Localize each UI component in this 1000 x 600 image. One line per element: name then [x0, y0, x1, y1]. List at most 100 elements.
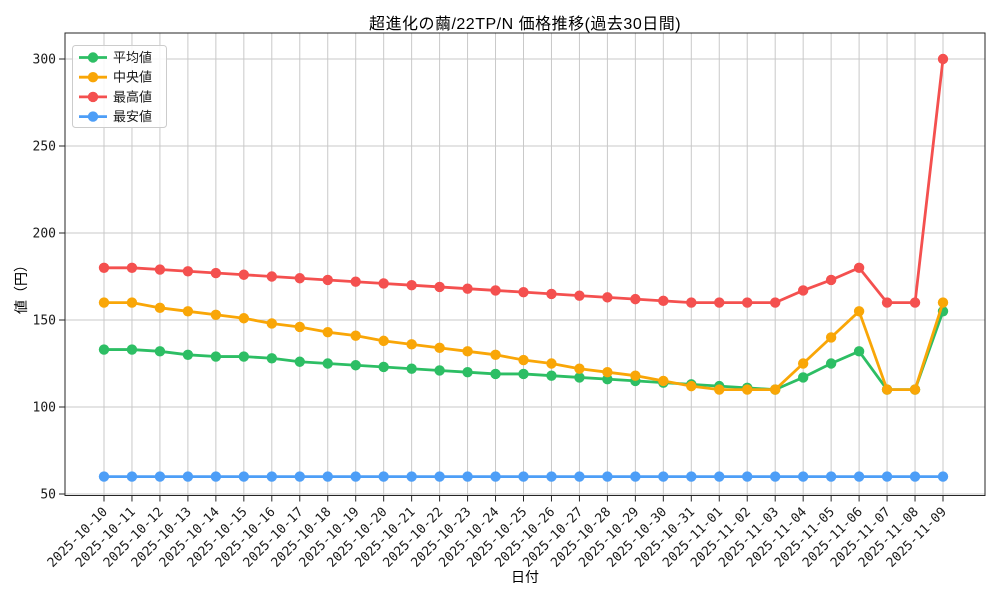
series-point-median [434, 342, 445, 354]
series-point-min [126, 471, 138, 482]
series-point-max [98, 262, 110, 273]
series-point-max [853, 262, 865, 273]
series-point-min [853, 471, 865, 482]
series-point-min [825, 471, 837, 482]
series-point-max [630, 293, 641, 305]
series-point-max [658, 295, 669, 307]
series-point-median [154, 302, 166, 314]
series-point-max [350, 276, 361, 287]
series-point-median [182, 306, 194, 317]
series-point-median [238, 313, 250, 324]
series-point-max [937, 53, 949, 65]
series-max [98, 53, 949, 308]
series-point-median [881, 384, 893, 395]
series-point-median [126, 297, 138, 308]
series-point-median [462, 346, 473, 357]
series-point-min [518, 471, 529, 482]
series-point-max [294, 273, 305, 284]
series-point-mean [490, 368, 501, 380]
series-point-max [378, 278, 389, 289]
series-point-max [322, 274, 333, 286]
series-point-median [630, 370, 641, 381]
x-axis-label: 日付 [511, 569, 539, 585]
y-tick-label: 300 [33, 53, 56, 68]
series-point-max [770, 297, 781, 308]
series-point-mean [406, 363, 417, 374]
legend-label-min: 最安値 [113, 109, 152, 125]
series-point-median [797, 358, 809, 369]
series-point-max [266, 271, 277, 282]
series-point-median [490, 349, 501, 360]
y-tick-label: 250 [33, 140, 56, 155]
series-min [98, 471, 949, 482]
series-point-median [518, 354, 529, 366]
series-point-max [126, 262, 138, 273]
legend-item-median: 中央値 [79, 70, 152, 86]
series-point-min [154, 471, 166, 482]
series-point-median [686, 380, 697, 392]
legend-marker-median [87, 72, 99, 83]
series-point-max [182, 266, 194, 277]
series-point-median [266, 318, 277, 329]
y-axis-label: 値（円） [13, 258, 29, 314]
series-point-min [742, 471, 753, 482]
legend-label-max: 最高値 [113, 89, 152, 105]
ticks [59, 58, 944, 502]
series-point-median [546, 358, 557, 369]
series-point-mean [154, 346, 166, 357]
series-point-min [182, 471, 194, 482]
series-point-max [574, 290, 585, 301]
series-point-min [462, 471, 473, 482]
series-point-min [686, 471, 697, 482]
chart-title: 超進化の繭/22TP/N 価格推移(過去30日間) [368, 16, 682, 33]
series-point-median [322, 326, 333, 338]
series-point-max [686, 297, 697, 308]
series-point-median [714, 384, 725, 395]
legend-marker-min [87, 111, 99, 122]
series-point-max [238, 269, 250, 280]
series-point-max [406, 280, 417, 291]
series-point-min [881, 471, 893, 482]
series-point-mean [462, 367, 473, 378]
series-point-min [770, 471, 781, 482]
series-point-median [98, 297, 110, 308]
series-point-max [909, 297, 921, 308]
series-point-min [937, 471, 949, 482]
series-point-mean [266, 353, 277, 364]
series-point-max [825, 274, 837, 286]
legend-item-min: 最安値 [79, 109, 152, 125]
series-point-median [574, 363, 585, 374]
series-point-max [210, 267, 222, 279]
series-point-median [210, 309, 222, 320]
series-point-mean [853, 346, 865, 357]
series-point-max [742, 297, 753, 308]
series-point-min [602, 471, 613, 482]
series-point-min [350, 471, 361, 482]
series-point-mean [294, 356, 305, 367]
legend-box [72, 45, 167, 128]
series-point-median [770, 384, 781, 395]
series-point-mean [797, 372, 809, 383]
series-point-mean [238, 351, 250, 362]
series-point-median [350, 330, 361, 341]
grid [65, 33, 985, 496]
series-point-max [546, 288, 557, 300]
series-point-max [154, 264, 166, 275]
series-point-max [434, 281, 445, 293]
series-median [98, 297, 949, 395]
legend-label-mean: 平均値 [113, 50, 152, 66]
series-point-min [909, 471, 921, 482]
tick-labels: 501001502002503002025-10-102025-10-11202… [33, 53, 950, 571]
series-point-median [825, 332, 837, 343]
series-point-min [658, 471, 669, 482]
series-point-mean [518, 368, 529, 380]
series-point-max [797, 285, 809, 296]
series-point-mean [182, 349, 194, 360]
y-tick-label: 50 [40, 488, 56, 503]
series-point-min [714, 471, 725, 482]
series-point-mean [322, 358, 333, 369]
series-point-min [378, 471, 389, 482]
series-point-max [490, 285, 501, 296]
series-point-min [406, 471, 417, 482]
